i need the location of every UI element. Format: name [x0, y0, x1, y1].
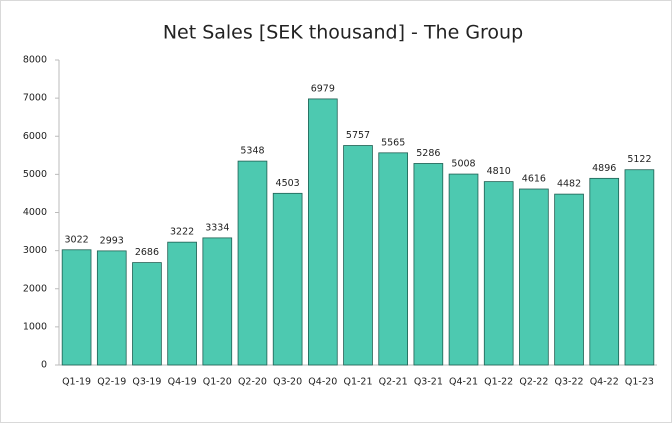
- value-label: 5565: [381, 137, 405, 148]
- x-tick-label: Q1-20: [203, 377, 232, 388]
- bar: [132, 262, 162, 366]
- y-tick-label: 6000: [23, 131, 47, 142]
- bar: [96, 250, 127, 366]
- x-tick-label: Q1-21: [343, 377, 372, 388]
- bar: [61, 249, 92, 366]
- value-label: 4503: [276, 178, 300, 189]
- bar: [272, 192, 303, 366]
- x-tick-label: Q3-21: [414, 377, 443, 388]
- value-label: 3022: [64, 234, 88, 245]
- value-label: 5286: [416, 148, 440, 159]
- value-label: 5348: [240, 146, 264, 157]
- y-tick-label: 1000: [23, 321, 47, 332]
- bar: [167, 241, 197, 366]
- x-tick-label: Q2-19: [97, 377, 126, 388]
- value-label: 4616: [522, 174, 546, 185]
- chart-title: Net Sales [SEK thousand] - The Group: [163, 22, 523, 44]
- y-tick-label: 7000: [23, 93, 47, 104]
- y-tick-label: 3000: [23, 245, 47, 256]
- value-label: 2993: [100, 235, 124, 246]
- bar: [202, 237, 233, 366]
- value-label: 5008: [451, 159, 475, 170]
- bar: [448, 173, 479, 366]
- bar: [378, 152, 408, 366]
- bar: [589, 177, 620, 366]
- bar: [413, 163, 444, 366]
- bar: [343, 145, 373, 366]
- bar: [554, 193, 584, 366]
- x-tick-label: Q3-20: [273, 377, 302, 388]
- value-label: 6979: [311, 83, 335, 94]
- x-tick-label: Q4-19: [168, 377, 197, 388]
- bar: [308, 98, 338, 366]
- x-tick-label: Q3-22: [555, 377, 584, 388]
- bar: [519, 188, 549, 366]
- bar: [483, 181, 514, 366]
- y-tick-label: 8000: [23, 55, 47, 66]
- x-tick-label: Q2-22: [519, 377, 548, 388]
- x-tick-label: Q1-23: [625, 377, 654, 388]
- y-tick-label: 2000: [23, 283, 47, 294]
- y-tick-label: 4000: [23, 207, 47, 218]
- value-label: 4896: [592, 163, 616, 174]
- y-tick-label: 0: [41, 360, 47, 371]
- value-label: 3222: [170, 227, 194, 238]
- value-label: 4482: [557, 179, 581, 190]
- x-tick-label: Q1-19: [62, 377, 91, 388]
- value-label: 5757: [346, 130, 370, 141]
- x-tick-label: Q1-22: [484, 377, 513, 388]
- value-label: 4810: [487, 166, 511, 177]
- x-tick-label: Q4-22: [590, 377, 619, 388]
- x-tick-label: Q3-19: [132, 377, 161, 388]
- x-tick-label: Q2-21: [379, 377, 408, 388]
- value-label: 3334: [205, 222, 229, 233]
- x-tick-label: Q4-21: [449, 377, 478, 388]
- value-label: 2686: [135, 247, 159, 258]
- x-tick-label: Q4-20: [308, 377, 337, 388]
- bar: [237, 160, 268, 366]
- bar: [624, 169, 655, 366]
- value-label: 5122: [627, 154, 651, 165]
- y-tick-label: 5000: [23, 169, 47, 180]
- x-tick-label: Q2-20: [238, 377, 267, 388]
